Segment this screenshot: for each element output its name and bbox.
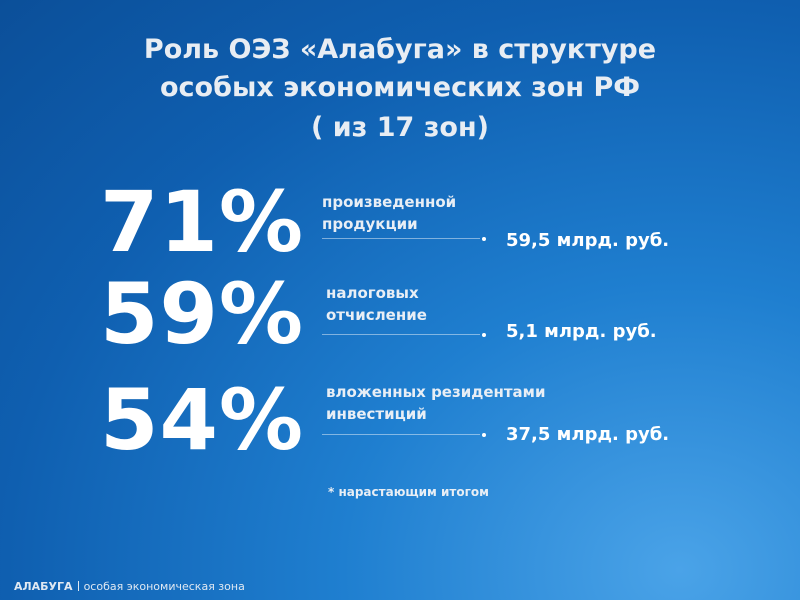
footer-tagline: особая экономическая зона: [83, 580, 245, 593]
stat-value: 71%: [100, 173, 305, 271]
stat-label: вложенных резидентами: [326, 383, 546, 401]
title-line: ( из 17 зон): [311, 112, 489, 143]
stat-label: продукции: [322, 215, 418, 233]
stat-amount: 5,1 млрд. руб.: [506, 321, 657, 342]
stat-label: произведенной: [322, 193, 457, 211]
dot: [482, 433, 486, 437]
rule: [322, 238, 480, 239]
footnote: * нарастающим итогом: [328, 485, 489, 499]
stat-amount: 59,5 млрд. руб.: [506, 230, 670, 251]
dot: [482, 237, 486, 241]
dot: [482, 333, 486, 337]
stat-amount: 37,5 млрд. руб.: [506, 424, 670, 445]
title-line: Роль ОЭЗ «Алабуга» в структуре: [143, 34, 657, 65]
footer: АЛАБУГА особая экономическая зона: [14, 580, 245, 593]
separator: [77, 581, 79, 591]
stat-label: отчисление: [326, 306, 427, 324]
rule: [322, 334, 480, 335]
stat-label: налоговых: [326, 284, 419, 302]
stat-value: 59%: [100, 265, 305, 363]
footer-brand: АЛАБУГА: [14, 580, 73, 593]
title-line: особых экономических зон РФ: [159, 72, 641, 103]
stat-value: 54%: [100, 371, 305, 469]
rule: [322, 434, 480, 435]
stat-label: инвестиций: [326, 405, 427, 423]
